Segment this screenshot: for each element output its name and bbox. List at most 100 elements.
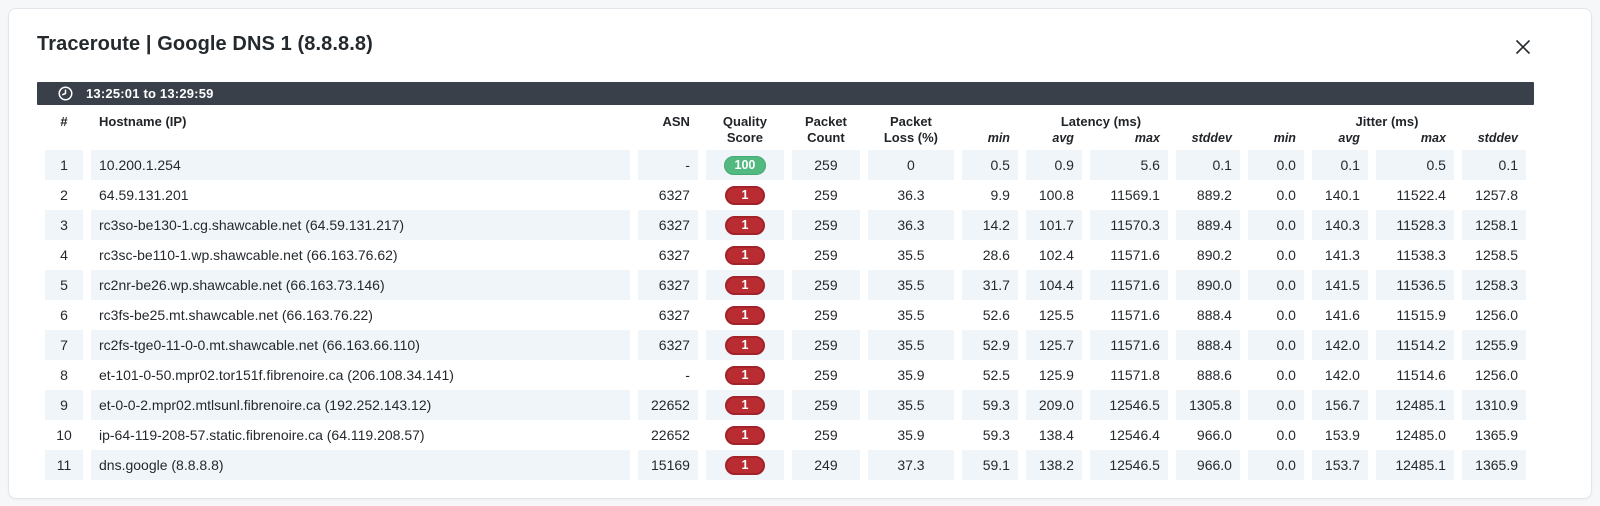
hostname-cell: rc3fs-be25.mt.shawcable.net (66.163.76.2… [99, 306, 373, 323]
latency-min-cell: 59.1 [961, 450, 1018, 480]
close-button[interactable] [1511, 35, 1535, 59]
table-row: 1 10.200.1.254 - 100 259 0 0.5 0.9 5.6 0… [45, 150, 1526, 180]
latency-stddev-cell: 888.4 [1175, 330, 1240, 360]
packet-loss-cell: 35.5 [867, 270, 954, 300]
asn-cell: 22652 [637, 390, 698, 420]
header-jitter-max: max [1420, 131, 1446, 145]
latency-stddev-cell: 890.2 [1196, 246, 1232, 263]
hop-number: 4 [60, 246, 68, 263]
jitter-avg-cell: 142.0 [1311, 330, 1368, 360]
table-row: 4 rc3sc-be110-1.wp.shawcable.net (66.163… [45, 240, 1526, 270]
latency-min-cell: 14.2 [961, 210, 1018, 240]
table-row: 3 rc3so-be130-1.cg.shawcable.net (64.59.… [45, 210, 1526, 240]
latency-stddev-cell: 889.4 [1175, 210, 1240, 240]
latency-avg-cell: 209.0 [1025, 390, 1082, 420]
packet-count-cell: 259 [814, 186, 838, 203]
hostname-cell: rc3so-be130-1.cg.shawcable.net (64.59.13… [91, 210, 630, 240]
jitter-max-cell: 11536.5 [1375, 270, 1454, 300]
jitter-stddev-cell: 1258.1 [1461, 210, 1526, 240]
jitter-avg-cell: 141.6 [1324, 306, 1360, 323]
jitter-avg-cell: 141.3 [1324, 246, 1360, 263]
jitter-stddev-cell: 0.1 [1461, 150, 1526, 180]
traceroute-table: # Hostname (IP) ASN Quality Score Packet… [37, 109, 1534, 480]
traceroute-table-body: 1 10.200.1.254 - 100 259 0 0.5 0.9 5.6 0… [45, 150, 1526, 480]
latency-max-cell: 12546.5 [1089, 390, 1168, 420]
latency-min-cell: 59.3 [982, 426, 1010, 443]
latency-avg-cell: 125.5 [1038, 306, 1074, 323]
asn-cell: 6327 [637, 270, 698, 300]
asn-cell: 6327 [658, 246, 690, 263]
latency-max-cell: 11571.8 [1110, 366, 1160, 383]
latency-min-cell: 0.5 [961, 150, 1018, 180]
packet-count-cell: 259 [791, 150, 860, 180]
table-row: 8 et-101-0-50.mpr02.tor151f.fibrenoire.c… [45, 360, 1526, 390]
quality-score-badge: 1 [724, 186, 765, 205]
quality-score-cell: 100 [705, 150, 784, 180]
packet-count-cell: 259 [791, 270, 860, 300]
jitter-max-cell: 12485.1 [1375, 450, 1454, 480]
table-row: 11 dns.google (8.8.8.8) 15169 1 249 37.3… [45, 450, 1526, 480]
latency-stddev-cell: 889.2 [1196, 186, 1232, 203]
asn-cell: 6327 [637, 330, 698, 360]
quality-score-badge: 1 [724, 246, 765, 265]
latency-max-cell: 12546.5 [1089, 450, 1168, 480]
latency-min-cell: 52.5 [982, 366, 1010, 383]
table-row: 7 rc2fs-tge0-11-0-0.mt.shawcable.net (66… [45, 330, 1526, 360]
quality-score-cell: 1 [706, 240, 784, 270]
jitter-stddev-cell: 1258.5 [1475, 246, 1518, 263]
jitter-stddev-cell: 1256.0 [1475, 306, 1518, 323]
asn-cell: - [637, 150, 698, 180]
jitter-min-cell: 0.0 [1247, 150, 1304, 180]
latency-max-cell: 11571.6 [1089, 330, 1168, 360]
page-title: Traceroute | Google DNS 1 (8.8.8.8) [37, 33, 373, 55]
latency-min-cell: 28.6 [982, 246, 1010, 263]
time-range-label: 13:25:01 to 13:29:59 [86, 86, 214, 101]
quality-score-cell: 1 [706, 360, 784, 390]
latency-max-cell: 11569.1 [1110, 186, 1160, 203]
packet-count-cell: 259 [814, 426, 838, 443]
hostname-cell: ip-64-119-208-57.static.fibrenoire.ca (6… [99, 426, 425, 443]
latency-max-cell: 11570.3 [1089, 210, 1168, 240]
jitter-avg-cell: 153.7 [1311, 450, 1368, 480]
packet-count-cell: 259 [814, 306, 838, 323]
jitter-max-cell: 11514.2 [1375, 330, 1454, 360]
latency-stddev-cell: 0.1 [1175, 150, 1240, 180]
table-row: 10 ip-64-119-208-57.static.fibrenoire.ca… [45, 420, 1526, 450]
header-hop: # [60, 114, 68, 129]
jitter-max-cell: 11515.9 [1396, 306, 1446, 323]
table-row: 5 rc2nr-be26.wp.shawcable.net (66.163.73… [45, 270, 1526, 300]
quality-score-cell: 1 [705, 330, 784, 360]
latency-min-cell: 9.9 [990, 186, 1010, 203]
latency-avg-cell: 138.2 [1025, 450, 1082, 480]
packet-loss-cell: 36.3 [897, 186, 925, 203]
asn-cell: 6327 [658, 306, 690, 323]
latency-min-cell: 31.7 [961, 270, 1018, 300]
packet-count-cell: 249 [791, 450, 860, 480]
quality-score-cell: 1 [705, 270, 784, 300]
hop-number: 9 [45, 390, 83, 420]
jitter-min-cell: 0.0 [1276, 426, 1296, 443]
asn-cell: 6327 [658, 186, 690, 203]
quality-score-badge: 1 [724, 336, 765, 355]
jitter-stddev-cell: 1365.9 [1475, 426, 1518, 443]
jitter-stddev-cell: 1256.0 [1475, 366, 1518, 383]
hop-number: 5 [45, 270, 83, 300]
hop-number: 10 [56, 426, 72, 443]
latency-avg-cell: 0.9 [1025, 150, 1082, 180]
latency-avg-cell: 101.7 [1025, 210, 1082, 240]
hostname-cell: et-0-0-2.mpr02.mtlsunl.fibrenoire.ca (19… [91, 390, 630, 420]
hop-number: 3 [45, 210, 83, 240]
quality-score-badge: 1 [724, 396, 765, 415]
jitter-min-cell: 0.0 [1247, 390, 1304, 420]
jitter-max-cell: 12485.1 [1375, 390, 1454, 420]
jitter-min-cell: 0.0 [1247, 450, 1304, 480]
jitter-min-cell: 0.0 [1276, 186, 1296, 203]
jitter-min-cell: 0.0 [1276, 366, 1296, 383]
packet-loss-cell: 37.3 [867, 450, 954, 480]
header-latency-max: max [1134, 131, 1160, 145]
quality-score-cell: 1 [706, 420, 784, 450]
hop-number: 11 [45, 450, 83, 480]
header-latency-min: min [987, 131, 1010, 145]
latency-stddev-cell: 890.0 [1175, 270, 1240, 300]
packet-count-cell: 259 [814, 366, 838, 383]
